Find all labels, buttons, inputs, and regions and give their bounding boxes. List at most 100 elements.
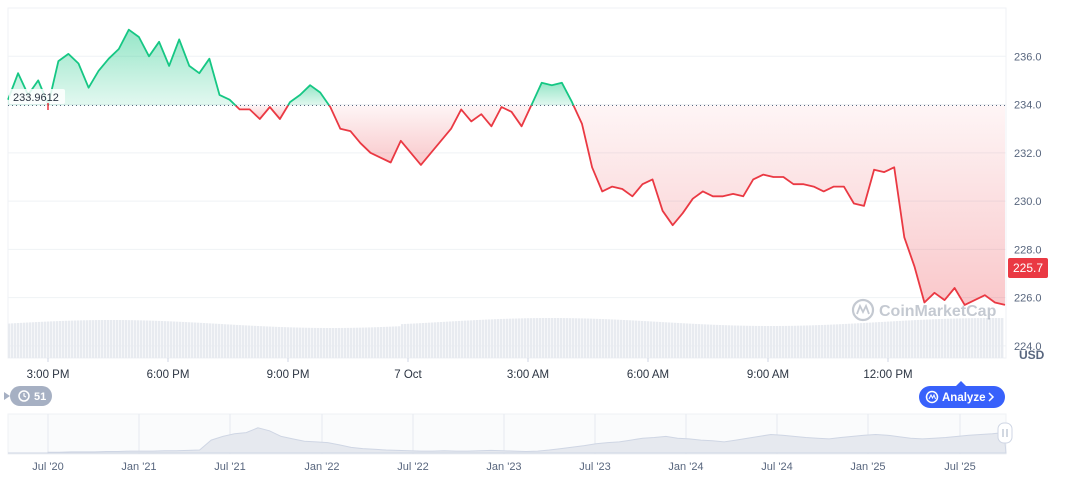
volume-bar xyxy=(368,327,371,358)
volume-bar xyxy=(53,321,56,358)
x-tick-label: 6:00 PM xyxy=(147,369,190,381)
volume-bar xyxy=(287,327,290,358)
volume-bar xyxy=(641,320,644,358)
volume-bar xyxy=(434,322,437,358)
volume-bar xyxy=(146,320,149,358)
y-tick-label: 230.0 xyxy=(1014,196,1042,208)
volume-bar xyxy=(269,326,272,358)
volume-bar xyxy=(35,322,38,358)
x-axis: 3:00 PM 6:00 PM 9:00 PM 7 Oct 3:00 AM 6:00 AM… xyxy=(27,358,913,381)
volume-bar xyxy=(677,322,680,358)
volume-bar xyxy=(170,321,173,358)
volume-bar xyxy=(113,320,116,358)
volume-bar xyxy=(785,325,788,358)
volume-bar xyxy=(104,320,107,358)
volume-bar xyxy=(965,318,968,358)
volume-bar xyxy=(995,318,998,358)
volume-bar xyxy=(380,327,383,358)
volume-bar xyxy=(386,326,389,358)
volume-bar xyxy=(29,322,32,358)
volume-bar xyxy=(977,318,980,358)
volume-bar xyxy=(275,326,278,358)
volume-bar xyxy=(836,324,839,358)
volume-bar xyxy=(38,321,41,358)
baseline-value: 233.9612 xyxy=(13,92,59,104)
volume-bar xyxy=(251,325,254,358)
volume-bar xyxy=(131,320,134,358)
volume-bar xyxy=(734,325,737,358)
volume-bar xyxy=(821,324,824,358)
x-tick-label: 9:00 PM xyxy=(267,369,310,381)
volume-bar xyxy=(650,321,653,358)
volume-bar xyxy=(758,325,761,358)
range-navigator[interactable]: Jul '20 Jan '21 Jul '21 Jan '22 Jul '22 Jan '… xyxy=(7,413,1013,473)
volume-bar xyxy=(566,318,569,358)
volume-bar xyxy=(899,320,902,358)
volume-bar xyxy=(431,322,434,358)
volume-bar xyxy=(395,326,398,358)
volume-bar xyxy=(644,321,647,358)
volume-bar xyxy=(491,319,494,358)
history-icon-hands xyxy=(23,393,27,398)
volume-bar xyxy=(122,320,125,358)
volume-bar xyxy=(851,323,854,358)
volume-bar xyxy=(317,327,320,358)
volume-bar xyxy=(737,325,740,358)
analyze-button[interactable]: Analyze xyxy=(919,386,1005,408)
volume-bar xyxy=(407,323,410,358)
volume-bar xyxy=(413,323,416,358)
volume-bar xyxy=(860,323,863,358)
volume-bar xyxy=(461,320,464,358)
volume-bar xyxy=(944,318,947,358)
volume-bar xyxy=(992,318,995,358)
volume-bar xyxy=(335,327,338,358)
analyze-pointer xyxy=(956,381,966,386)
volume-bar xyxy=(284,327,287,358)
navigator-x-label: Jul '22 xyxy=(397,461,428,473)
volume-bar xyxy=(14,323,17,358)
volume-bar xyxy=(191,322,194,358)
events-badge[interactable]: 51 xyxy=(4,386,52,406)
volume-bar xyxy=(128,320,131,358)
volume-bar xyxy=(917,319,920,358)
volume-bar xyxy=(887,321,890,358)
volume-bar xyxy=(953,318,956,358)
line-segment-down xyxy=(572,105,1006,306)
current-price-value: 225.7 xyxy=(1013,261,1043,275)
volume-bar xyxy=(707,324,710,358)
volume-bar xyxy=(359,327,362,358)
volume-bar xyxy=(86,320,89,358)
volume-bar xyxy=(26,322,29,358)
volume-bar xyxy=(959,318,962,358)
volume-bar xyxy=(854,323,857,358)
volume-bar xyxy=(242,325,245,358)
volume-bar xyxy=(533,318,536,358)
volume-bar xyxy=(248,325,251,358)
baseline-label: 233.9612 xyxy=(9,89,65,104)
volume-bar xyxy=(749,325,752,358)
navigator-handle[interactable] xyxy=(997,422,1013,444)
volume-bar xyxy=(260,326,263,358)
events-count: 51 xyxy=(34,391,46,403)
volume-bar xyxy=(257,326,260,358)
volume-bar xyxy=(863,322,866,358)
volume-bar xyxy=(281,327,284,358)
navigator-x-label: Jan '25 xyxy=(850,461,885,473)
x-tick-label: 12:00 PM xyxy=(863,369,912,381)
volume-bar xyxy=(926,319,929,358)
volume-bar xyxy=(209,323,212,358)
volume-bar xyxy=(398,326,401,358)
volume-bar xyxy=(149,320,152,358)
volume-bar xyxy=(866,322,869,358)
navigator-x-label: Jan '23 xyxy=(486,461,521,473)
volume-bar xyxy=(830,324,833,358)
volume-bar xyxy=(986,318,989,358)
volume-bar xyxy=(401,324,404,358)
volume-bar xyxy=(935,319,938,358)
volume-bar xyxy=(323,327,326,358)
volume-bar xyxy=(326,327,329,358)
volume-bar xyxy=(761,325,764,358)
volume-bar xyxy=(299,327,302,358)
volume-bar xyxy=(686,323,689,358)
